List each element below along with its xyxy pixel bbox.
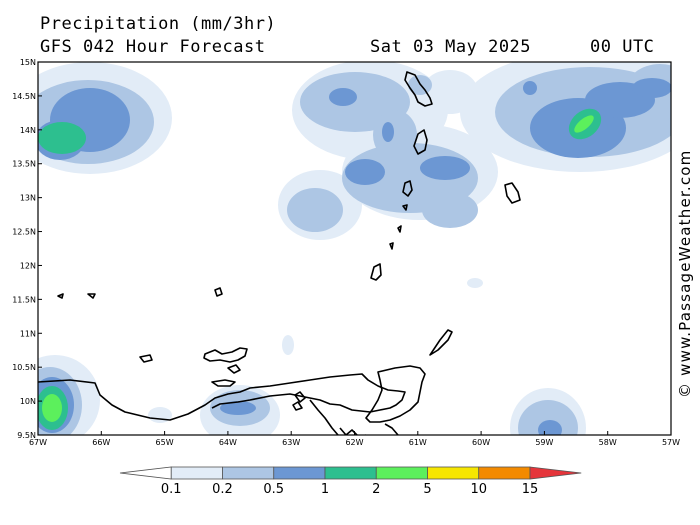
colorbar-label: 0.2 bbox=[212, 482, 233, 497]
lon-tick-label: 61W bbox=[409, 438, 427, 447]
colorbar-segment bbox=[324, 466, 377, 480]
colorbar-label: 2 bbox=[372, 482, 380, 497]
lat-tick-label: 14N bbox=[20, 126, 36, 135]
lat-tick-label: 10.5N bbox=[12, 363, 36, 372]
lat-tick-label: 11.5N bbox=[12, 295, 36, 304]
precip-level-0.5 bbox=[38, 78, 671, 435]
lat-tick-label: 15N bbox=[20, 58, 36, 67]
forecast-subtitle: GFS 042 Hour Forecast bbox=[40, 37, 266, 57]
lon-tick-label: 60W bbox=[472, 438, 490, 447]
colorbar-segment bbox=[273, 466, 326, 480]
colorbar-label: 5 bbox=[423, 482, 431, 497]
lat-tick-label: 10N bbox=[20, 397, 36, 406]
precip-level-2 bbox=[42, 115, 594, 422]
colorbar-segment bbox=[478, 466, 531, 480]
colorbar: 0.1 0.2 0.5 1 2 5 10 15 bbox=[119, 466, 582, 497]
colorbar-label: 0.1 bbox=[161, 482, 182, 497]
credit-text: © www.PassageWeather.com bbox=[676, 149, 694, 398]
lon-tick-label: 62W bbox=[345, 438, 363, 447]
colorbar-segment bbox=[375, 466, 428, 480]
lat-tick-label: 13N bbox=[20, 194, 36, 203]
lat-tick-label: 12.5N bbox=[12, 228, 36, 237]
lat-tick-label: 9.5N bbox=[17, 431, 36, 440]
colorbar-segment bbox=[119, 466, 172, 480]
precip-layer bbox=[38, 62, 671, 435]
lat-tick-label: 14.5N bbox=[12, 92, 36, 101]
map-title: Precipitation (mm/3hr) bbox=[40, 14, 277, 34]
lon-tick-label: 63W bbox=[282, 438, 300, 447]
colorbar-label: 15 bbox=[522, 482, 539, 497]
colorbar-segment bbox=[529, 466, 582, 480]
lat-tick-label: 13.5N bbox=[12, 160, 36, 169]
colorbar-label: 1 bbox=[321, 482, 329, 497]
colorbar-label: 10 bbox=[470, 482, 487, 497]
lon-tick-label: 65W bbox=[156, 438, 174, 447]
colorbar-segment bbox=[427, 466, 480, 480]
latitude-axis: 15N 14.5N 14N 13.5N 13N 12.5N 12N 11.5N 11N 10.5N… bbox=[12, 58, 42, 440]
forecast-date: Sat 03 May 2025 bbox=[370, 37, 532, 57]
lat-tick-label: 12N bbox=[20, 261, 36, 270]
lon-tick-label: 67W bbox=[29, 438, 47, 447]
forecast-time: 00 UTC bbox=[590, 37, 655, 57]
lon-tick-label: 64W bbox=[219, 438, 237, 447]
colorbar-segment bbox=[222, 466, 275, 480]
colorbar-label: 0.5 bbox=[263, 482, 284, 497]
lon-tick-label: 58W bbox=[599, 438, 617, 447]
lon-tick-label: 59W bbox=[535, 438, 553, 447]
colorbar-segment bbox=[170, 466, 223, 480]
lon-tick-label: 66W bbox=[92, 438, 110, 447]
longitude-axis: 67W 66W 65W 64W 63W 62W 61W 60W 59W 58W 57W bbox=[29, 431, 680, 447]
lon-tick-label: 57W bbox=[662, 438, 680, 447]
coastlines bbox=[38, 71, 521, 435]
lat-tick-label: 11N bbox=[20, 329, 36, 338]
